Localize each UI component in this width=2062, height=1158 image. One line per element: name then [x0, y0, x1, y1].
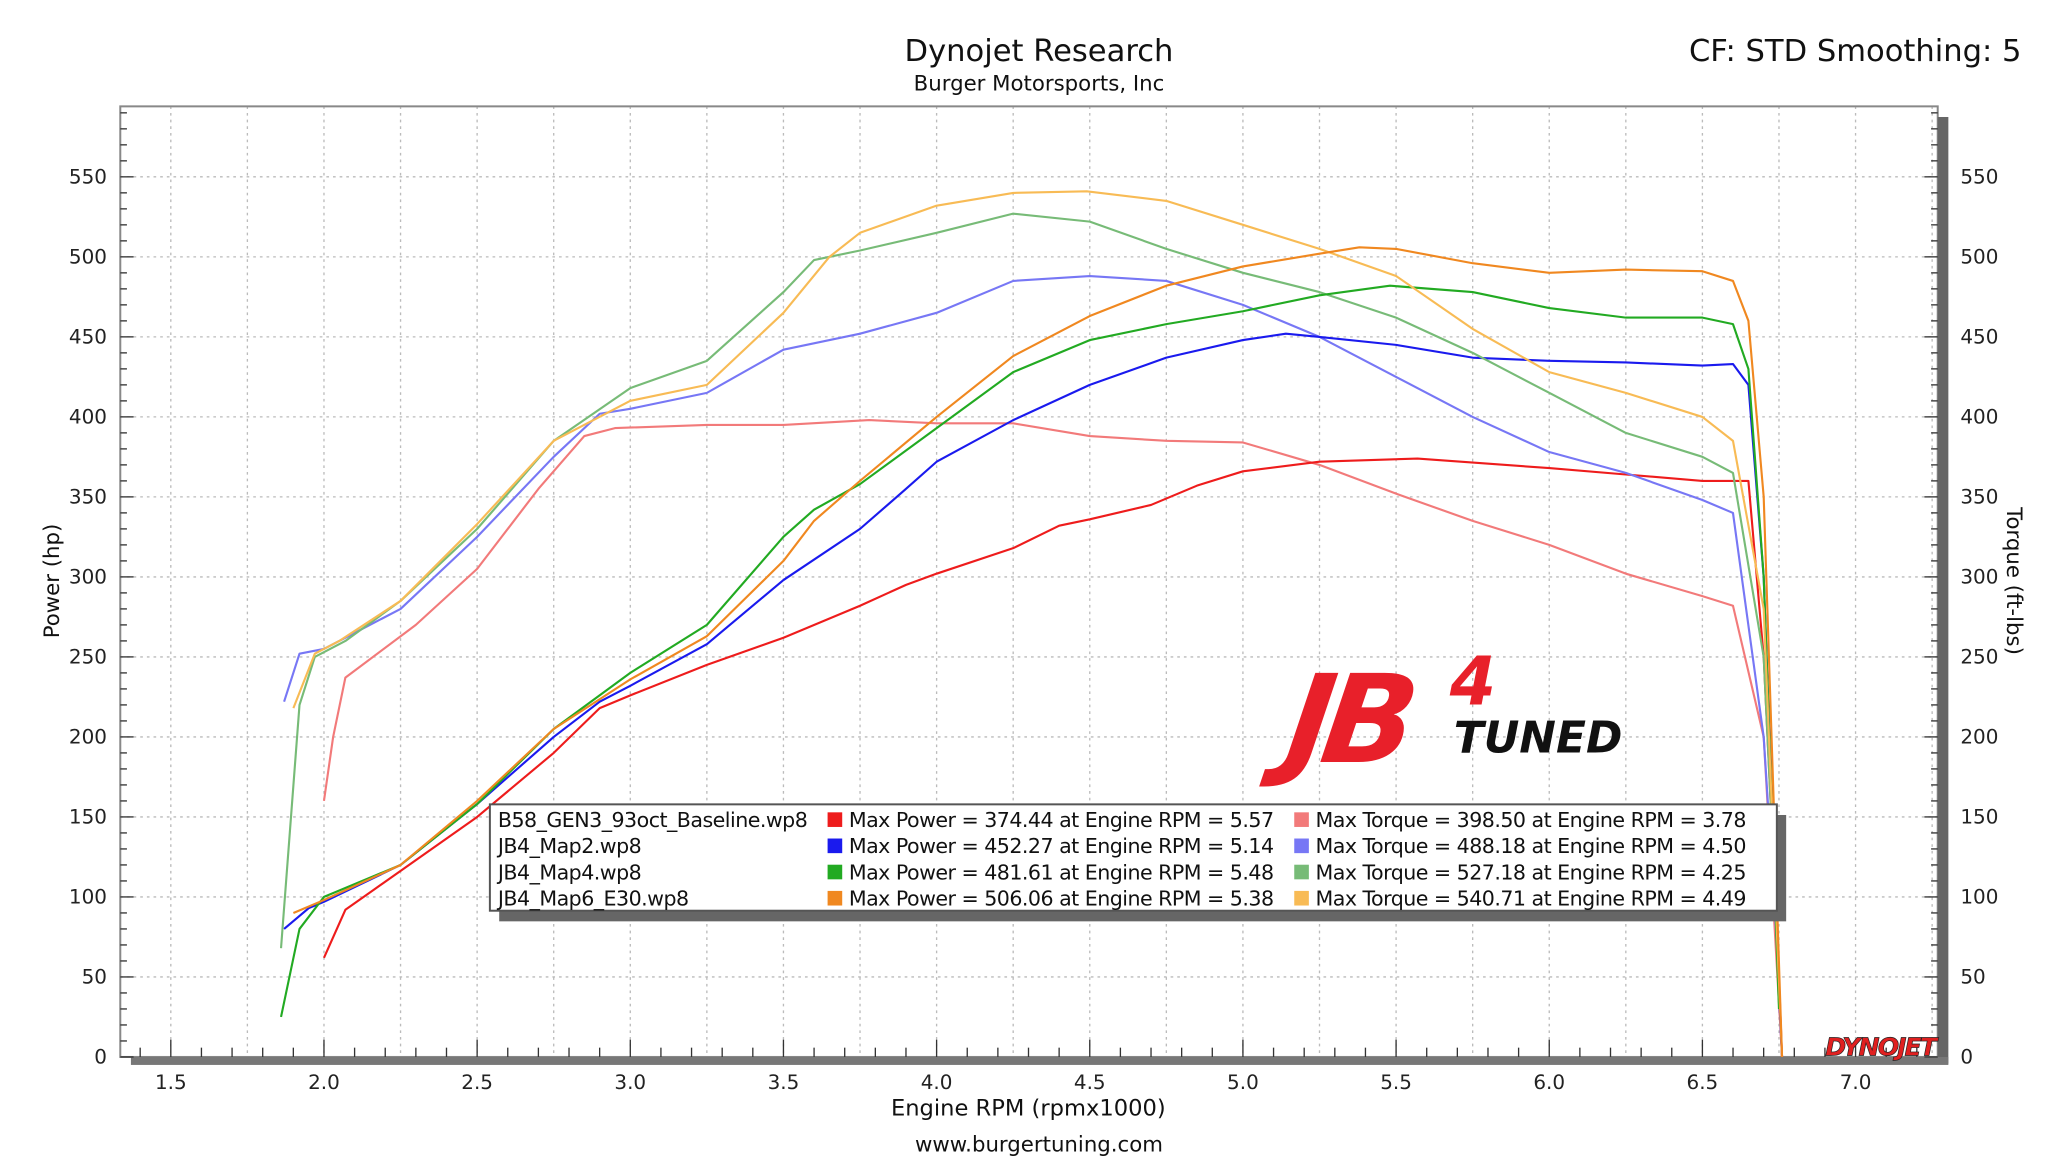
settings-label: CF: STD Smoothing: 5: [1689, 34, 2022, 69]
torque-curve-3: [292, 190, 1784, 1058]
power-curve-2: [279, 284, 1781, 1018]
torque-curve-1: [283, 274, 1781, 977]
torque-curve-0: [322, 419, 1784, 1058]
y2-tick-label: 350: [1960, 485, 1998, 509]
x-tick-label: 4.5: [1074, 1070, 1106, 1094]
legend-max-power: Max Power = 506.06 at Engine RPM = 5.38: [849, 887, 1274, 911]
axis-ticks: 1.5 2.0 2.5 3.0 3.5 4.0 4.5 5.0 5.5 6.0 6.5 7.0 0 0 50…: [69, 112, 1998, 1094]
svg-text:JB: JB: [1258, 648, 1419, 790]
y-tick-label: 250: [69, 645, 107, 669]
power-curve-0: [322, 457, 1784, 1057]
x-tick-label: 1.5: [155, 1070, 187, 1094]
legend-power-swatch: [827, 890, 843, 906]
y2-tick-label: 150: [1960, 805, 1998, 829]
y-tick-label: 500: [69, 245, 107, 269]
legend-max-power: Max Power = 374.44 at Engine RPM = 5.57: [849, 808, 1274, 832]
y2-tick-label: 300: [1960, 565, 1998, 589]
legend-torque-swatch: [1294, 838, 1309, 854]
legend-torque-swatch: [1294, 890, 1309, 906]
y2-tick-label: 100: [1960, 885, 1998, 909]
chart-subtitle: Burger Motorsports, Inc: [914, 71, 1165, 96]
legend-torque-swatch: [1294, 812, 1309, 827]
legend: B58_GEN3_93oct_Baseline.wp8 Max Power = 3…: [488, 803, 1787, 922]
y-tick-label: 0: [94, 1045, 107, 1069]
y-tick-label: 400: [69, 405, 107, 429]
curves: [279, 190, 1784, 1058]
legend-box: [488, 803, 1778, 912]
legend-max-torque: Max Torque = 488.18 at Engine RPM = 4.50: [1316, 834, 1746, 858]
legend-max-torque: Max Torque = 398.50 at Engine RPM = 3.78: [1316, 808, 1746, 832]
x-tick-label: 2.0: [308, 1070, 340, 1094]
legend-file-name: JB4_Map4.wp8: [496, 860, 641, 885]
x-tick-label: 5.0: [1227, 1070, 1259, 1094]
y-tick-label: 300: [69, 565, 107, 589]
x-tick-label: 2.5: [461, 1070, 493, 1094]
right-axis-bar: [1937, 116, 1949, 1064]
x-tick-label: 3.5: [768, 1070, 800, 1094]
x-tick-label: 3.0: [614, 1070, 646, 1094]
y-tick-label: 350: [69, 485, 107, 509]
x-tick-label: 5.5: [1380, 1070, 1412, 1094]
y-tick-label: 50: [82, 965, 107, 989]
x-tick-label: 7.0: [1840, 1070, 1872, 1094]
legend-file-name: JB4_Map6_E30.wp8: [496, 887, 689, 912]
power-curve-3: [292, 246, 1784, 1057]
legend-power-swatch: [827, 864, 843, 880]
chart-title: Dynojet Research: [905, 34, 1174, 69]
legend-file-name: JB4_Map2.wp8: [496, 834, 641, 859]
bottom-axis-bar: [130, 1056, 1949, 1065]
y-tick-label: 150: [69, 805, 107, 829]
y2-tick-label: 250: [1960, 645, 1998, 669]
x-axis-label: Engine RPM (rpmx1000): [891, 1095, 1166, 1121]
y-tick-label: 200: [69, 725, 107, 749]
y-tick-label: 450: [69, 325, 107, 349]
legend-max-torque: Max Torque = 527.18 at Engine RPM = 4.25: [1316, 860, 1746, 884]
y2-tick-label: 400: [1960, 405, 1998, 429]
x-tick-label: 4.0: [921, 1070, 953, 1094]
legend-power-swatch: [827, 838, 843, 854]
power-curve-1: [283, 332, 1784, 1058]
jb4-tuned-text: TUNED: [1454, 713, 1623, 764]
y-tick-label: 100: [69, 885, 107, 909]
legend-torque-swatch: [1294, 864, 1309, 880]
legend-max-power: Max Power = 452.27 at Engine RPM = 5.14: [849, 834, 1274, 858]
y-axis-label: Power (hp): [40, 524, 65, 639]
legend-file-name: B58_GEN3_93oct_Baseline.wp8: [498, 808, 807, 833]
footer-url: www.burgertuning.com: [915, 1132, 1163, 1157]
y2-tick-label: 50: [1960, 965, 1985, 989]
dynojet-logo: DYNOJET: [1825, 1033, 1939, 1062]
y2-tick-label: 550: [1960, 164, 1998, 188]
legend-power-swatch: [827, 812, 843, 827]
y2-tick-label: 0: [1960, 1045, 1973, 1069]
y2-axis-label: Torque (ft-lbs): [2001, 506, 2026, 655]
legend-max-torque: Max Torque = 540.71 at Engine RPM = 4.49: [1316, 887, 1746, 911]
x-tick-label: 6.0: [1533, 1070, 1565, 1094]
svg-text:4: 4: [1449, 643, 1496, 721]
y2-tick-label: 200: [1960, 725, 1998, 749]
jb4-tuned-logo: JB 4 TUNED: [1258, 643, 1622, 791]
legend-max-power: Max Power = 481.61 at Engine RPM = 5.48: [849, 860, 1274, 884]
y-tick-label: 550: [69, 164, 107, 188]
x-tick-label: 6.5: [1687, 1070, 1719, 1094]
y2-tick-label: 500: [1960, 245, 1998, 269]
y2-tick-label: 450: [1960, 325, 1998, 349]
